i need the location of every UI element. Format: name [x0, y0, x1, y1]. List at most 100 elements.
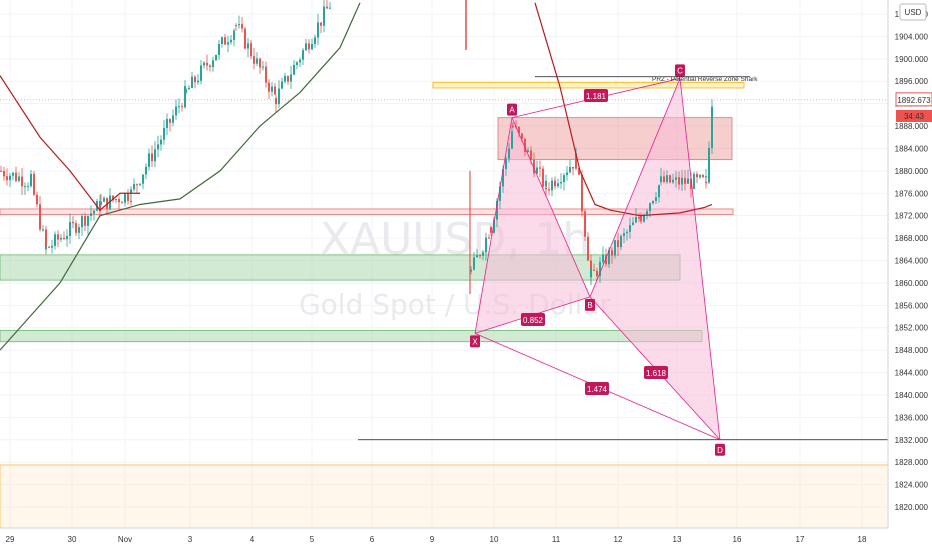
candle-body: [560, 182, 562, 184]
annotations: PRZ - Potential Reverse Zone Shark: [652, 76, 758, 83]
candle-body: [626, 231, 628, 234]
price-tick-label: 1860.000: [895, 279, 929, 288]
last-price-label: 1892.673: [897, 96, 931, 105]
pattern-leg: [679, 78, 721, 440]
pattern-ratio-label: 1.618: [646, 369, 667, 378]
price-axis[interactable]: 1820.000 1824.000 1828.000 1832.000 1836.000…: [887, 0, 932, 528]
candle-body: [45, 246, 47, 250]
candle-body: [274, 86, 276, 95]
pattern-point-label: D: [717, 446, 723, 455]
candle-body: [250, 43, 252, 57]
candle-body: [12, 172, 14, 176]
candle-body: [643, 214, 645, 222]
candle-body: [136, 184, 138, 186]
candle-body: [623, 233, 625, 236]
candle-body: [479, 255, 481, 257]
candle-body: [221, 37, 223, 45]
time-tick-label: 10: [490, 535, 499, 544]
price-tick-label: 1884.000: [895, 144, 929, 153]
candle-body: [36, 194, 38, 205]
candle-body: [154, 149, 156, 162]
candle-body: [133, 184, 135, 190]
pattern-ratio-label: 0.852: [523, 316, 544, 325]
price-tick-label: 1872.000: [895, 212, 929, 221]
candle-body: [238, 24, 240, 26]
price-tick-labels: 1820.000 1824.000 1828.000 1832.000 1836.000…: [895, 10, 929, 512]
candle-body: [696, 173, 698, 178]
candle-body: [611, 250, 613, 256]
candle-body: [169, 119, 171, 123]
time-tick-label: 5: [310, 535, 315, 544]
pattern-ratio-label: 1.474: [587, 385, 608, 394]
candle-body: [620, 235, 622, 248]
candle-body: [675, 177, 677, 180]
price-tick-label: 1888.000: [895, 122, 929, 131]
candle-body: [524, 138, 526, 153]
candle-body: [699, 175, 701, 178]
candle-body: [233, 30, 235, 40]
pattern-point-badge: [470, 335, 480, 348]
candle-body: [545, 180, 547, 187]
candle-body: [178, 106, 180, 108]
candle-body: [27, 186, 29, 188]
pattern-point-label: C: [677, 66, 683, 75]
candle-body: [518, 126, 520, 134]
candle-body: [127, 193, 129, 201]
price-tick-label: 1896.000: [895, 77, 929, 86]
time-tick-label: 3: [188, 535, 193, 544]
pattern-leg: [474, 117, 513, 334]
candle-body: [69, 221, 71, 237]
time-tick-label: 29: [6, 535, 15, 544]
candle-body: [587, 236, 589, 261]
candle-body: [9, 175, 11, 181]
candle-body: [678, 177, 680, 185]
candle-body: [302, 50, 304, 60]
candle-body: [317, 22, 319, 38]
candle-body: [511, 131, 513, 149]
price-tick-label: 1868.000: [895, 234, 929, 243]
candle-body: [299, 59, 301, 63]
candle-body: [60, 237, 62, 240]
candle-body: [30, 173, 32, 183]
candle-body: [329, 7, 331, 9]
candle-body: [218, 44, 220, 55]
candle-body: [241, 24, 243, 29]
candle-body: [655, 197, 657, 201]
candle-body: [542, 168, 544, 187]
candle-body: [212, 60, 214, 68]
candle-body: [15, 172, 17, 181]
pattern-point-badge: [715, 443, 725, 456]
candle-body: [0, 170, 2, 172]
price-tick-label: 1880.000: [895, 167, 929, 176]
candle-body: [18, 176, 20, 181]
candle-body: [666, 175, 668, 183]
ma-fast-line: [534, 2, 713, 217]
candle-body: [663, 176, 665, 183]
candle-body: [320, 22, 322, 26]
currency-badge[interactable]: [899, 3, 927, 21]
candle-body: [103, 197, 105, 202]
candle-body: [145, 166, 147, 175]
time-axis[interactable]: 29 30 Nov 3 4 5 6 9 10 11 12 13 16 17 18: [0, 527, 932, 550]
candle-body: [572, 167, 574, 169]
candle-body: [711, 106, 713, 149]
candle-body: [224, 37, 226, 45]
candle-body: [93, 210, 95, 214]
candle-body: [84, 215, 86, 226]
candle-body: [490, 226, 492, 233]
time-tick-label: 12: [614, 535, 623, 544]
candle-body: [268, 82, 270, 92]
candle-body: [687, 178, 689, 184]
candle-body: [617, 240, 619, 248]
candle-body: [512, 126, 514, 128]
candle-body: [81, 215, 83, 228]
candle-body: [690, 178, 692, 189]
price-axis-bg: [888, 0, 932, 528]
pattern-point-label: A: [509, 106, 515, 115]
candle-body: [253, 56, 255, 64]
candle-body: [200, 65, 202, 81]
candle-body: [284, 75, 286, 82]
candle-body: [305, 43, 307, 51]
candle-body: [275, 98, 277, 105]
